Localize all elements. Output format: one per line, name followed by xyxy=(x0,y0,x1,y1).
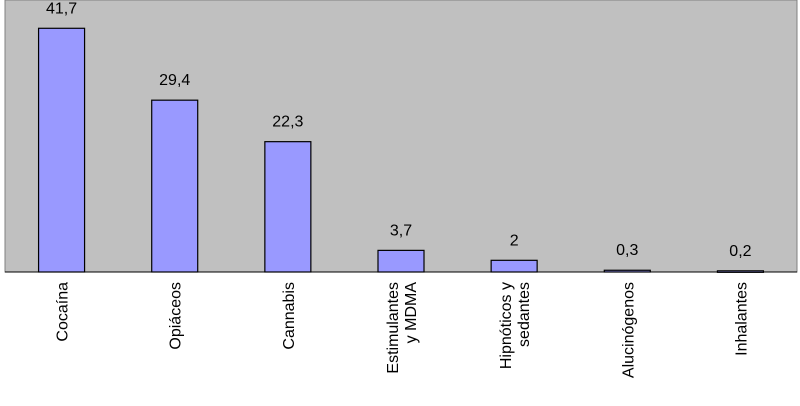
x-tick-label: Cocaína xyxy=(55,282,72,342)
bar xyxy=(151,99,199,273)
value-label: 2 xyxy=(510,232,519,249)
value-label: 3,7 xyxy=(390,222,412,239)
value-label: 22,3 xyxy=(272,114,303,131)
bar xyxy=(37,27,86,273)
x-tick-label: Opiáceos xyxy=(168,282,185,350)
bar xyxy=(603,269,651,273)
value-label: 0,3 xyxy=(616,242,638,259)
x-tick-label: Cannabis xyxy=(281,282,298,350)
value-label: 0,2 xyxy=(729,243,751,260)
value-label: 29,4 xyxy=(159,72,190,89)
x-tick-label: Inhalantes xyxy=(733,282,750,356)
plot-area xyxy=(4,0,798,273)
x-tick-label: Hipnóticos ysedantes xyxy=(498,282,533,369)
bar xyxy=(377,249,425,273)
x-tick-label: Estimulantesy MDMA xyxy=(385,282,420,374)
x-tick-label: Alucinógenos xyxy=(620,282,637,378)
bar xyxy=(716,270,765,273)
bar xyxy=(490,259,538,273)
bar xyxy=(264,141,312,273)
value-label: 41,7 xyxy=(46,0,77,17)
